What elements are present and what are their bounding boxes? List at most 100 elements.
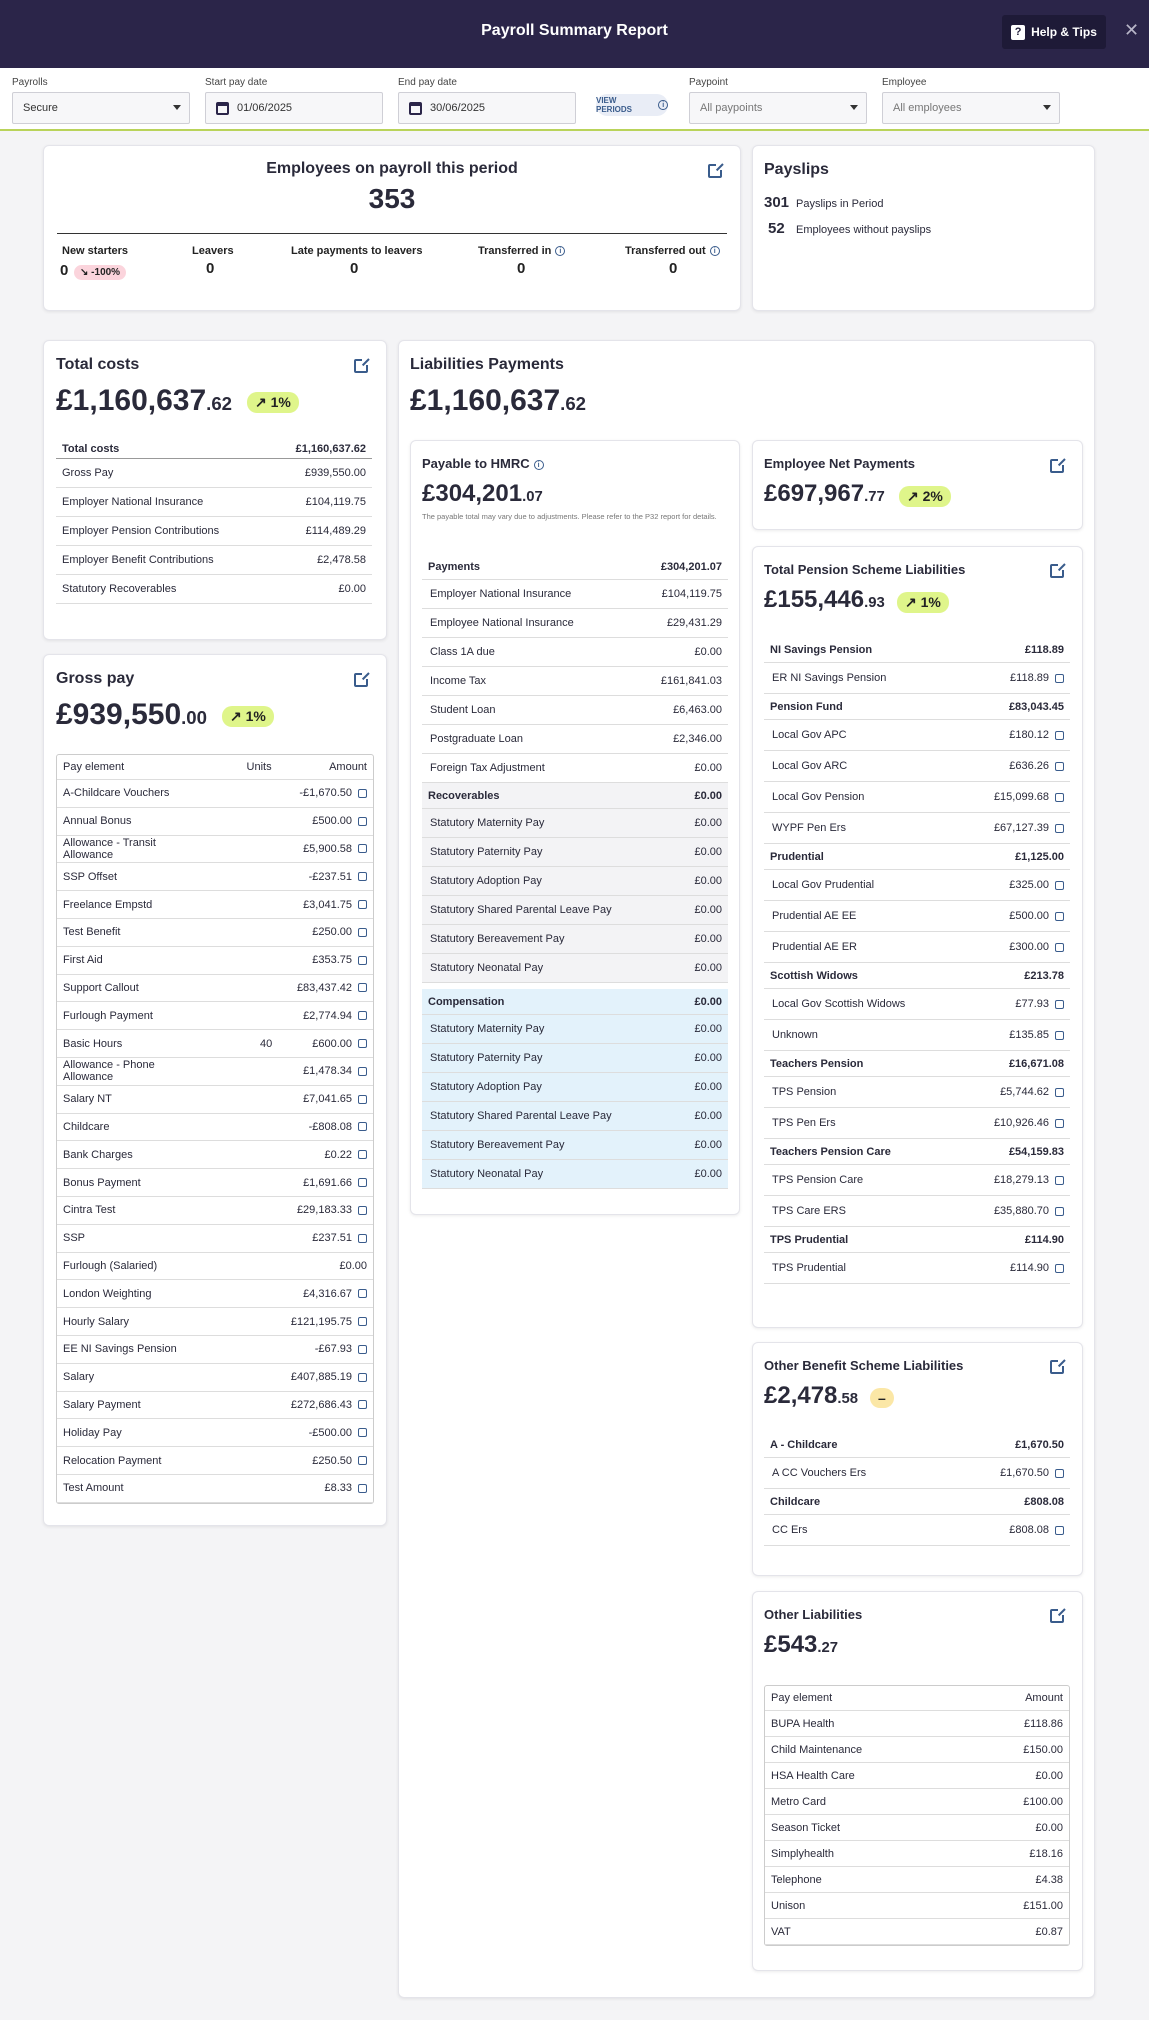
external-link-icon[interactable]	[1055, 1030, 1064, 1040]
external-link-icon[interactable]	[358, 1344, 367, 1354]
info-icon[interactable]: i	[709, 246, 720, 256]
external-link-icon[interactable]	[1055, 1175, 1064, 1185]
table-row[interactable]: Hourly Salary £121,195.75	[57, 1308, 373, 1336]
external-link-icon[interactable]	[1055, 823, 1064, 833]
external-link-icon[interactable]	[358, 983, 367, 993]
table-row[interactable]: Cintra Test £29,183.33	[57, 1197, 373, 1225]
external-link-icon[interactable]	[358, 1400, 367, 1410]
external-link-icon[interactable]	[354, 357, 370, 373]
table-row[interactable]: SSP £237.51	[57, 1225, 373, 1253]
end-date-field[interactable]: 30/06/2025	[398, 92, 576, 124]
view-periods-button[interactable]: VIEW PERIODS i	[596, 94, 668, 116]
external-link-icon[interactable]	[1055, 911, 1064, 921]
external-link-icon[interactable]	[1055, 1468, 1064, 1478]
table-row[interactable]: TPS Pension Care £18,279.13	[764, 1165, 1070, 1196]
table-row[interactable]: Test Amount £8.33	[57, 1475, 373, 1503]
external-link-icon[interactable]	[1055, 1118, 1064, 1128]
table-row[interactable]: Test Benefit £250.00	[57, 919, 373, 947]
external-link-icon[interactable]	[1055, 942, 1064, 952]
external-link-icon[interactable]	[358, 1094, 367, 1104]
table-row[interactable]: ER NI Savings Pension £118.89	[764, 663, 1070, 694]
external-link-icon[interactable]	[1055, 999, 1064, 1009]
payrolls-select[interactable]: Secure	[12, 92, 190, 124]
table-row[interactable]: A CC Vouchers Ers £1,670.50	[764, 1458, 1070, 1489]
external-link-icon[interactable]	[358, 1122, 367, 1132]
external-link-icon[interactable]	[1055, 1206, 1064, 1216]
help-tips-button[interactable]: ? Help & Tips	[1002, 15, 1106, 49]
table-row[interactable]: CC Ers £808.08	[764, 1515, 1070, 1546]
table-row[interactable]: Local Gov Prudential £325.00	[764, 870, 1070, 901]
external-link-icon[interactable]	[354, 671, 370, 687]
external-link-icon[interactable]	[358, 788, 367, 798]
external-link-icon[interactable]	[1055, 1087, 1064, 1097]
table-row[interactable]: Local Gov ARC £636.26	[764, 751, 1070, 782]
table-row[interactable]: Salary NT £7,041.65	[57, 1086, 373, 1114]
close-icon[interactable]: ✕	[1124, 20, 1140, 40]
external-link-icon[interactable]	[708, 162, 724, 178]
table-row[interactable]: Relocation Payment £250.50	[57, 1447, 373, 1475]
table-row[interactable]: Bonus Payment £1,691.66	[57, 1169, 373, 1197]
table-row[interactable]: Annual Bonus £500.00	[57, 808, 373, 836]
table-row[interactable]: Local Gov APC £180.12	[764, 720, 1070, 751]
external-link-icon[interactable]	[358, 1066, 367, 1076]
table-row[interactable]: TPS Pen Ers £10,926.46	[764, 1108, 1070, 1139]
table-row[interactable]: Allowance - Transit Allowance £5,900.58	[57, 836, 373, 864]
table-row[interactable]: Basic Hours 40 £600.00	[57, 1030, 373, 1058]
table-row[interactable]: First Aid £353.75	[57, 947, 373, 975]
external-link-icon[interactable]	[1055, 880, 1064, 890]
external-link-icon[interactable]	[1050, 1358, 1066, 1374]
external-link-icon[interactable]	[358, 816, 367, 826]
external-link-icon[interactable]	[1050, 1607, 1066, 1623]
table-row[interactable]: London Weighting £4,316.67	[57, 1280, 373, 1309]
table-row[interactable]: Support Callout £83,437.42	[57, 975, 373, 1003]
external-link-icon[interactable]	[358, 1483, 367, 1493]
external-link-icon[interactable]	[358, 1428, 367, 1438]
table-row[interactable]: SSP Offset -£237.51	[57, 863, 373, 892]
info-icon[interactable]: i	[533, 460, 544, 470]
external-link-icon[interactable]	[358, 1372, 367, 1382]
external-link-icon[interactable]	[358, 1233, 367, 1243]
table-row[interactable]: Local Gov Pension £15,099.68	[764, 782, 1070, 813]
external-link-icon[interactable]	[358, 1289, 367, 1299]
table-row[interactable]: Prudential AE ER £300.00	[764, 932, 1070, 963]
table-row[interactable]: TPS Care ERS £35,880.70	[764, 1196, 1070, 1227]
external-link-icon[interactable]	[358, 927, 367, 937]
table-row[interactable]: Unknown £135.85	[764, 1020, 1070, 1051]
external-link-icon[interactable]	[1050, 562, 1066, 578]
external-link-icon[interactable]	[1055, 1525, 1064, 1535]
table-row[interactable]: WYPF Pen Ers £67,127.39	[764, 813, 1070, 844]
table-row[interactable]: Holiday Pay -£500.00	[57, 1419, 373, 1448]
external-link-icon[interactable]	[358, 872, 367, 882]
external-link-icon[interactable]	[358, 844, 367, 854]
table-row[interactable]: Salary Payment £272,686.43	[57, 1392, 373, 1420]
table-row[interactable]: Salary £407,885.19	[57, 1364, 373, 1392]
external-link-icon[interactable]	[358, 1456, 367, 1466]
external-link-icon[interactable]	[358, 900, 367, 910]
external-link-icon[interactable]	[358, 955, 367, 965]
external-link-icon[interactable]	[358, 1205, 367, 1215]
table-row[interactable]: TPS Pension £5,744.62	[764, 1077, 1070, 1108]
paypoint-select[interactable]: All paypoints	[689, 92, 867, 124]
external-link-icon[interactable]	[1055, 1263, 1064, 1273]
info-icon[interactable]: i	[555, 246, 566, 256]
external-link-icon[interactable]	[358, 1011, 367, 1021]
external-link-icon[interactable]	[358, 1039, 367, 1049]
table-row[interactable]: Bank Charges £0.22	[57, 1141, 373, 1170]
employee-select[interactable]: All employees	[882, 92, 1060, 124]
table-row[interactable]: Childcare -£808.08	[57, 1114, 373, 1142]
table-row[interactable]: Prudential AE EE £500.00	[764, 901, 1070, 932]
table-row[interactable]: Local Gov Scottish Widows £77.93	[764, 989, 1070, 1020]
external-link-icon[interactable]	[358, 1317, 367, 1327]
table-row[interactable]: A-Childcare Vouchers -£1,670.50	[57, 780, 373, 808]
external-link-icon[interactable]	[358, 1178, 367, 1188]
start-date-field[interactable]: 01/06/2025	[205, 92, 383, 124]
external-link-icon[interactable]	[1055, 730, 1064, 740]
external-link-icon[interactable]	[358, 1150, 367, 1160]
external-link-icon[interactable]	[1050, 457, 1066, 473]
external-link-icon[interactable]	[1055, 792, 1064, 802]
table-row[interactable]: EE NI Savings Pension -£67.93	[57, 1336, 373, 1364]
table-row[interactable]: Freelance Empstd £3,041.75	[57, 891, 373, 919]
table-row[interactable]: Allowance - Phone Allowance £1,478.34	[57, 1058, 373, 1086]
table-row[interactable]: Furlough Payment £2,774.94	[57, 1002, 373, 1031]
table-row[interactable]: TPS Prudential £114.90	[764, 1253, 1070, 1284]
